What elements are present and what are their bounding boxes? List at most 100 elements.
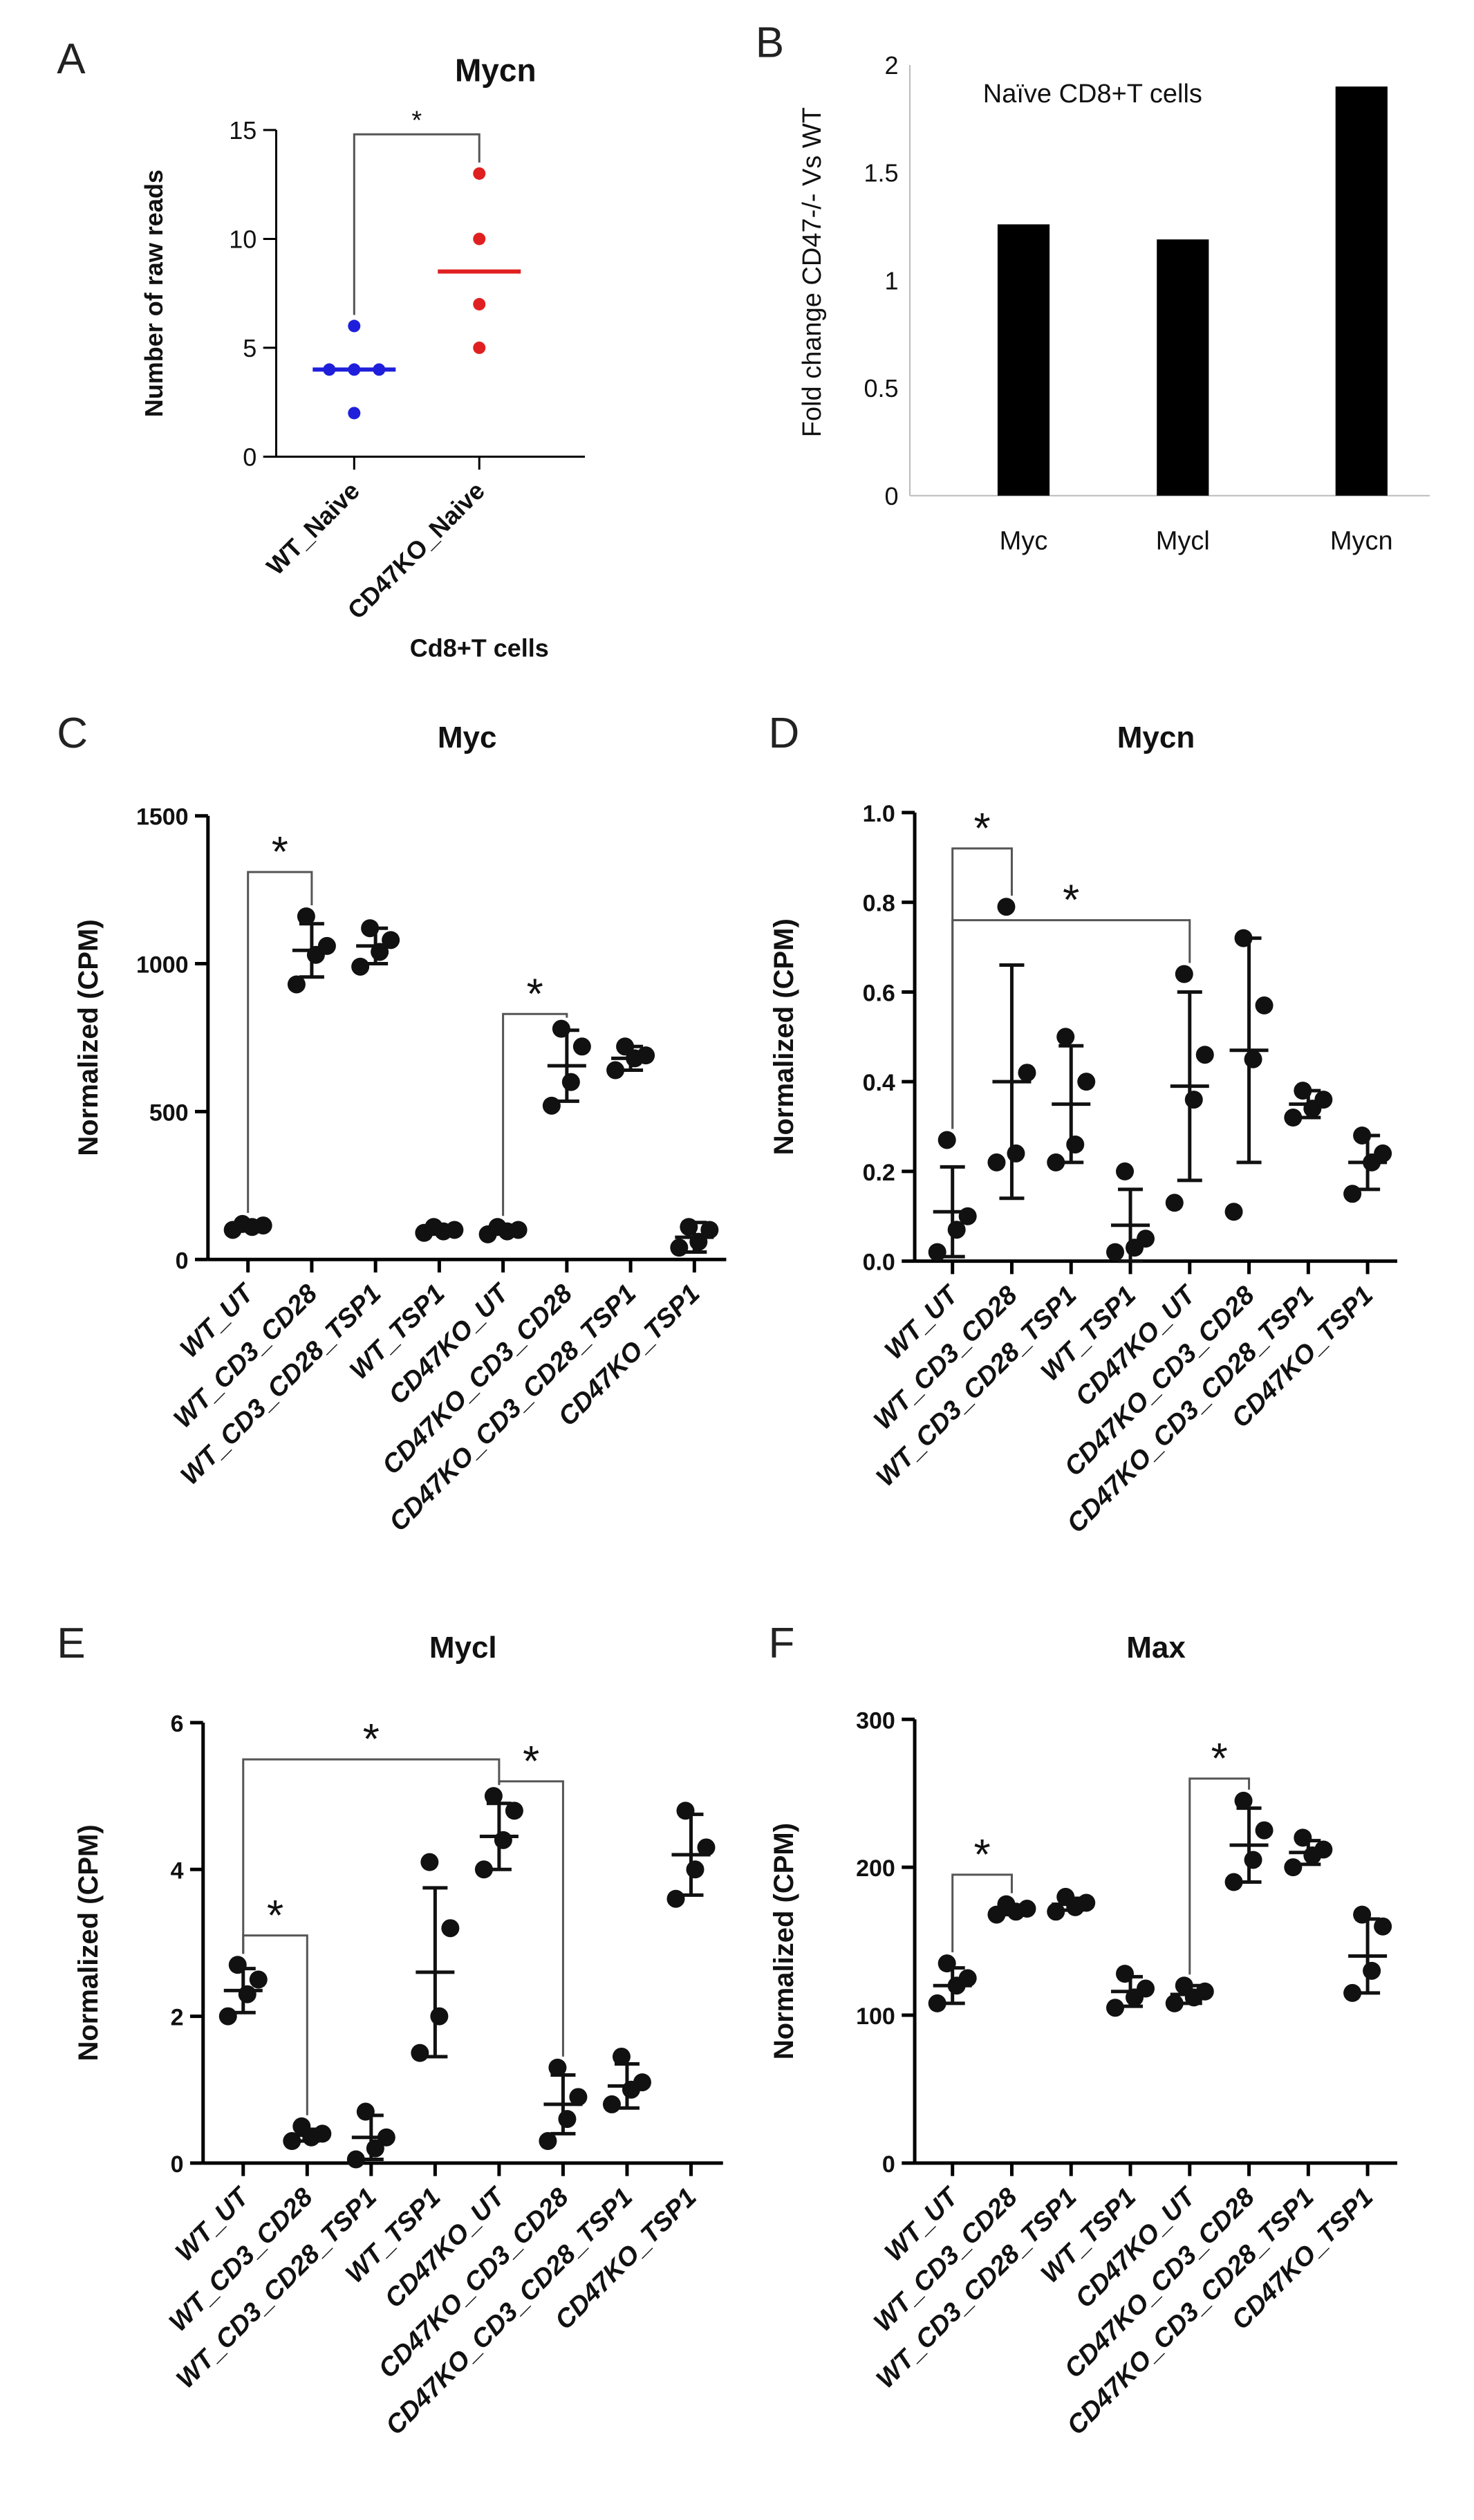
- y-tick-label: 4: [171, 1857, 184, 1884]
- panel-a: A Mycn 0 5 10 15 Number of raw reads WT_NaiveCD…: [57, 35, 585, 662]
- chart-title: Mycn: [1117, 721, 1195, 754]
- y-axis-title: Normalized (CPM): [73, 919, 104, 1156]
- data-point: [474, 1860, 493, 1879]
- x-tick-label: Mycl: [1156, 526, 1210, 555]
- y-tick-label: 1: [885, 266, 899, 295]
- data-point: [572, 1037, 591, 1056]
- data-point: [1077, 1893, 1096, 1912]
- data-point: [1106, 1243, 1125, 1261]
- y-tick-label: 6: [171, 1711, 184, 1737]
- data-point: [292, 2117, 311, 2135]
- significance-bracket: [951, 1873, 1013, 1953]
- data-point: [958, 1207, 977, 1225]
- significance-bracket: [502, 1012, 568, 1216]
- y-axis-title: Normalized (CPM): [769, 1823, 799, 2059]
- data-point: [1047, 1902, 1065, 1921]
- data-point: [348, 363, 361, 376]
- data-point: [382, 931, 400, 949]
- data-point: [937, 1131, 956, 1149]
- x-tick-label: CD47KO_Naive: [342, 476, 490, 624]
- y-tick-label: 0.4: [863, 1070, 895, 1096]
- data-point: [351, 957, 370, 976]
- data-point: [1165, 1194, 1184, 1212]
- data-point: [548, 2058, 567, 2077]
- data-point: [1234, 929, 1253, 947]
- data-point: [356, 2102, 375, 2121]
- data-point: [1343, 1185, 1362, 1203]
- data-point: [377, 2128, 395, 2147]
- y-tick-label: 0.5: [864, 374, 899, 402]
- data-point: [616, 1037, 635, 1056]
- chart-title: Max: [1126, 1631, 1186, 1665]
- data-point: [346, 2150, 365, 2169]
- data-point: [249, 1970, 268, 1989]
- y-tick-label: 0: [243, 443, 256, 471]
- data-point: [1106, 1999, 1125, 2017]
- data-point: [569, 2088, 588, 2106]
- y-tick-label: 200: [856, 1855, 895, 1882]
- data-point: [1343, 1983, 1362, 2002]
- data-point: [1184, 1091, 1203, 1109]
- data-point: [283, 2132, 301, 2151]
- y-tick-label: 100: [856, 2003, 895, 2030]
- panel-letter: B: [756, 19, 784, 66]
- x-tick-label: Myc: [1000, 526, 1048, 555]
- data-point: [1056, 1028, 1075, 1046]
- y-tick-label: 5: [243, 334, 256, 362]
- data-point: [1284, 1109, 1303, 1127]
- significance-bracket: [1188, 1777, 1251, 1975]
- data-point: [928, 1243, 946, 1261]
- significance-bracket: [247, 871, 313, 1213]
- data-point: [1137, 1230, 1155, 1248]
- panel-letter: E: [57, 1620, 85, 1667]
- data-point: [313, 2124, 332, 2143]
- bar: [1157, 239, 1209, 496]
- data-point: [700, 1221, 719, 1239]
- significance-star: *: [527, 970, 543, 1018]
- data-point: [686, 1860, 705, 1879]
- data-point: [561, 1073, 580, 1091]
- data-point: [445, 1221, 464, 1239]
- data-point: [1116, 1965, 1135, 1983]
- data-point: [323, 363, 336, 376]
- x-tick-label: Mycn: [1330, 526, 1393, 555]
- data-point: [928, 1994, 946, 2012]
- data-point: [473, 341, 486, 354]
- data-point: [420, 1853, 439, 1871]
- significance-star: *: [411, 106, 422, 135]
- panel-b: B 0 0.5 1 1.5 2 Fold change CD47-/- Vs WT Naïve…: [756, 19, 1430, 555]
- data-point: [238, 1985, 256, 2003]
- data-point: [1374, 1917, 1392, 1936]
- data-point: [287, 975, 306, 994]
- data-point: [637, 1046, 655, 1065]
- data-point: [1363, 1961, 1381, 1980]
- data-point: [539, 2132, 557, 2151]
- data-point: [425, 1218, 443, 1236]
- data-point: [228, 1956, 247, 1974]
- significance-star: *: [363, 1716, 380, 1763]
- data-point: [1018, 1900, 1036, 1918]
- data-point: [1116, 1162, 1135, 1180]
- chart-title: Myc: [438, 721, 497, 754]
- data-point: [348, 407, 361, 420]
- data-point: [1224, 1873, 1243, 1891]
- significance-bracket: [242, 1758, 501, 1954]
- data-point: [509, 1221, 528, 1239]
- y-tick-label: 0: [885, 482, 899, 510]
- data-point: [633, 2073, 651, 2092]
- data-point: [366, 2139, 384, 2158]
- y-tick-label: 0.0: [863, 1250, 895, 1276]
- data-point: [1255, 1821, 1274, 1840]
- data-point: [1018, 1064, 1036, 1082]
- data-point: [473, 232, 486, 245]
- y-tick-label: 1.5: [864, 159, 899, 187]
- significance-bracket: [498, 1780, 564, 2057]
- y-tick-label: 300: [856, 1707, 895, 1734]
- significance-star: *: [272, 828, 288, 876]
- significance-star: *: [1211, 1735, 1228, 1783]
- significance-bracket: [951, 847, 1013, 1129]
- significance-star: *: [974, 1831, 991, 1879]
